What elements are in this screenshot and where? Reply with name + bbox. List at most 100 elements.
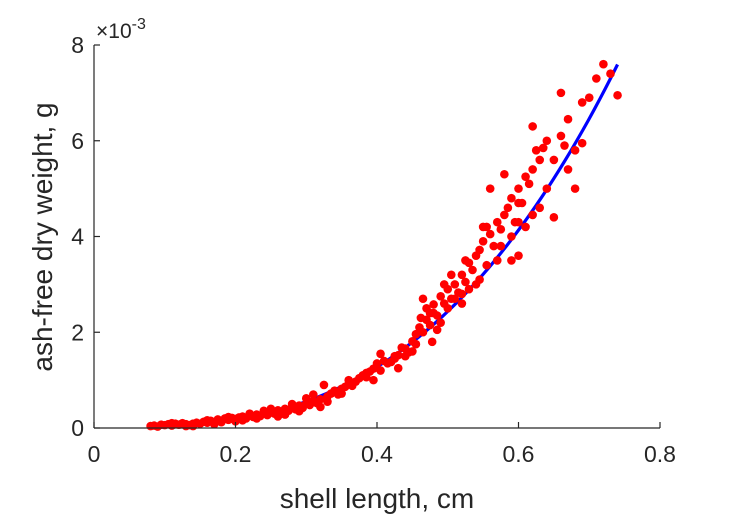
- data-point: [309, 390, 318, 399]
- data-point: [549, 213, 559, 222]
- data-point: [457, 289, 467, 299]
- data-point: [425, 320, 435, 330]
- x-tick-label: 0.8: [644, 441, 676, 467]
- data-point: [560, 141, 569, 150]
- data-point: [524, 179, 534, 189]
- data-point: [450, 280, 460, 289]
- data-point: [563, 114, 573, 124]
- data-point: [482, 260, 491, 270]
- y-tick-label: 0: [71, 415, 84, 441]
- data-point: [362, 368, 371, 378]
- data-point: [259, 406, 269, 416]
- data-point: [427, 337, 437, 347]
- data-point: [542, 136, 552, 146]
- data-point: [411, 329, 421, 339]
- data-point: [492, 256, 502, 265]
- data-point: [528, 210, 537, 220]
- data-point: [266, 404, 276, 414]
- data-point: [514, 217, 523, 227]
- data-point: [563, 165, 573, 174]
- data-point: [535, 203, 545, 213]
- data-point: [316, 394, 325, 404]
- data-point: [422, 304, 431, 313]
- data-point: [461, 277, 470, 287]
- data-point: [217, 417, 226, 427]
- y-tick-label: 2: [71, 319, 84, 345]
- data-point: [478, 236, 488, 246]
- data-point: [411, 339, 421, 349]
- data-point: [383, 359, 392, 368]
- x-tick-label: 0.2: [220, 441, 252, 467]
- x-tick-label: 0.6: [503, 441, 535, 467]
- data-point: [432, 325, 442, 335]
- y-axis-multiplier: ×10-3: [96, 16, 146, 43]
- y-tick-label: 8: [71, 32, 84, 58]
- data-point: [485, 184, 495, 193]
- data-point: [556, 88, 566, 98]
- data-point: [446, 270, 456, 280]
- data-point: [401, 351, 410, 361]
- data-point: [429, 300, 438, 309]
- data-point: [556, 131, 566, 141]
- data-point: [549, 155, 559, 165]
- data-point: [584, 93, 594, 102]
- data-point: [468, 265, 477, 275]
- data-point: [436, 318, 445, 327]
- data-point: [252, 414, 262, 423]
- data-point: [538, 143, 548, 153]
- data-point: [429, 308, 438, 318]
- data-point: [500, 169, 509, 179]
- data-point: [464, 284, 474, 294]
- y-axis-label: ash-free dry weight, g: [27, 102, 58, 371]
- data-point: [570, 146, 580, 155]
- data-point: [439, 280, 449, 289]
- data-point: [521, 222, 530, 232]
- x-axis-label: shell length, cm: [280, 483, 475, 514]
- data-point: [316, 402, 325, 412]
- data-point: [443, 304, 453, 313]
- data-point: [599, 59, 608, 69]
- data-point: [485, 229, 495, 239]
- data-point: [436, 292, 445, 301]
- data-point: [224, 412, 233, 422]
- data-point: [492, 217, 502, 227]
- data-point: [167, 418, 177, 428]
- data-point: [457, 299, 467, 308]
- data-point: [514, 184, 523, 193]
- data-point: [390, 354, 399, 363]
- data-point: [461, 256, 470, 265]
- data-point: [471, 280, 481, 289]
- y-axis-multiplier-exponent: -3: [132, 16, 146, 33]
- data-point: [577, 138, 587, 148]
- data-point: [606, 69, 615, 79]
- data-point: [521, 172, 530, 181]
- data-point: [319, 380, 329, 390]
- data-point: [209, 419, 219, 429]
- data-point: [514, 198, 523, 208]
- data-point: [393, 363, 403, 373]
- data-point: [577, 98, 587, 107]
- data-point: [457, 270, 467, 280]
- axes: 0 0.2 0.4 0.6 0.8 0 2 4 6 8: [71, 32, 676, 467]
- data-point: [514, 251, 523, 260]
- data-point: [418, 294, 428, 304]
- data-point: [376, 366, 385, 375]
- data-point: [344, 375, 354, 385]
- data-point: [337, 389, 346, 398]
- data-point: [503, 203, 513, 213]
- data-point: [376, 349, 385, 359]
- data-point: [507, 193, 516, 203]
- data-point: [287, 399, 297, 409]
- data-point: [245, 409, 254, 418]
- data-point: [188, 419, 198, 428]
- data-point: [231, 417, 240, 426]
- data-point: [570, 184, 580, 193]
- data-point: [475, 245, 484, 255]
- data-points: [146, 59, 622, 431]
- x-ticks: 0 0.2 0.4 0.6 0.8: [88, 422, 676, 467]
- data-point: [301, 394, 311, 403]
- data-point: [528, 122, 537, 131]
- data-point: [238, 416, 247, 425]
- data-point: [372, 359, 382, 368]
- data-point: [408, 347, 417, 356]
